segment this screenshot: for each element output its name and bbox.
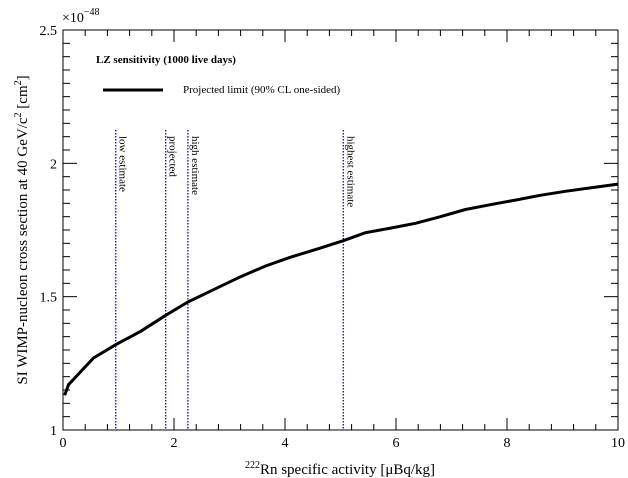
y-tick-label: 2 (50, 157, 57, 172)
x-axis-title-sup: 222 (245, 460, 260, 471)
annotation-lines: low estimate projected high estimate highes… (115, 130, 356, 430)
y-axis-title-close: ] (15, 75, 31, 80)
y-axis-title-main: SI WIMP-nucleon cross section at 40 GeV/… (15, 117, 31, 385)
y-axis-title-sup2: 2 (13, 80, 24, 85)
x-axis-title-main: Rn specific activity [μBq/kg] (260, 462, 435, 478)
x-tick-label: 2 (171, 436, 178, 451)
annotation-label: high estimate (189, 136, 201, 195)
axis-ticks (62, 29, 619, 431)
annotation-label: highest estimate (344, 136, 356, 207)
x-tick-label: 4 (282, 436, 289, 451)
y-tick-label: 1.5 (40, 291, 58, 306)
y-axis-title-end: [cm (15, 85, 31, 112)
x-tick-label: 6 (393, 436, 400, 451)
legend-label-projected-limit: Projected limit (90% CL one-sided) (183, 84, 341, 96)
legend-title: LZ sensitivity (1000 live days) (96, 54, 236, 66)
legend: LZ sensitivity (1000 live days) Projecte… (96, 54, 341, 96)
x-tick-label: 10 (611, 436, 625, 451)
series-layer (63, 182, 619, 396)
x-tick-label: 0 (60, 436, 67, 451)
y-multiplier: ×10−48 (62, 7, 100, 26)
y-tick-label: 2.5 (40, 24, 58, 39)
y-axis-title: SI WIMP-nucleon cross section at 40 GeV/… (13, 75, 31, 384)
x-axis-title: 222Rn specific activity [μBq/kg] (245, 460, 435, 478)
y-axis-title-sup: 2 (13, 112, 24, 117)
y-tick-label: 1 (50, 424, 57, 439)
y-multiplier-exp: −48 (84, 7, 100, 18)
series-line-projected-limit (63, 182, 619, 396)
tick-labels: 0 2 4 6 8 10 1 1.5 2 2.5 (40, 24, 626, 451)
x-tick-label: 8 (504, 436, 511, 451)
annotation-label: low estimate (117, 136, 129, 192)
annotation-label: projected (167, 136, 179, 177)
y-multiplier-base: ×10 (62, 11, 84, 26)
